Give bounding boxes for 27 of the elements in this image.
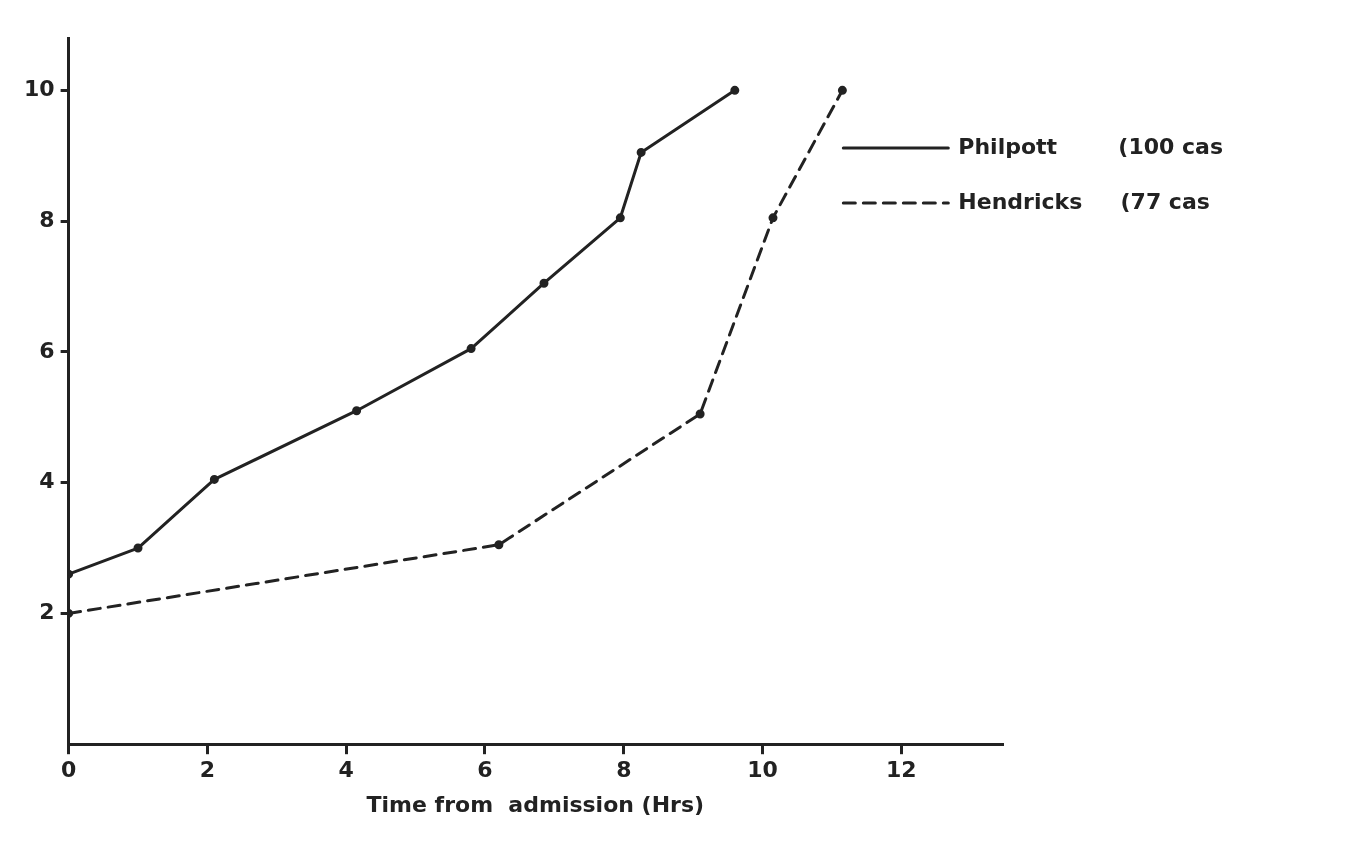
- x-tick-label: 10: [747, 757, 778, 783]
- y-tick-label: 4: [39, 468, 55, 494]
- point: [466, 344, 476, 354]
- y-tick-label: 10: [23, 76, 55, 102]
- point: [352, 406, 362, 416]
- legend-label: Hendricks (77 cas: [958, 188, 1210, 214]
- x-tick-label: 2: [199, 757, 216, 783]
- y-tick-label: 2: [39, 599, 55, 625]
- point: [539, 278, 549, 288]
- legend-label: Philpott (100 cas: [958, 133, 1223, 159]
- y-tick-label: 8: [39, 206, 55, 232]
- x-tick-label: 12: [886, 757, 917, 783]
- x-tick-label: 8: [616, 757, 632, 783]
- x-tick-label: 6: [477, 757, 493, 783]
- point: [730, 85, 740, 95]
- point: [494, 540, 504, 550]
- point: [615, 213, 625, 223]
- point: [695, 409, 705, 419]
- y-tick-label: 6: [39, 337, 55, 363]
- point: [768, 213, 778, 223]
- x-tick-label: 0: [60, 757, 77, 783]
- x-axis-title: Time from admission (Hrs): [366, 791, 705, 817]
- x-tick-label: 4: [338, 757, 354, 783]
- point: [837, 85, 847, 95]
- point: [133, 543, 143, 553]
- point: [209, 474, 219, 484]
- point: [636, 147, 646, 157]
